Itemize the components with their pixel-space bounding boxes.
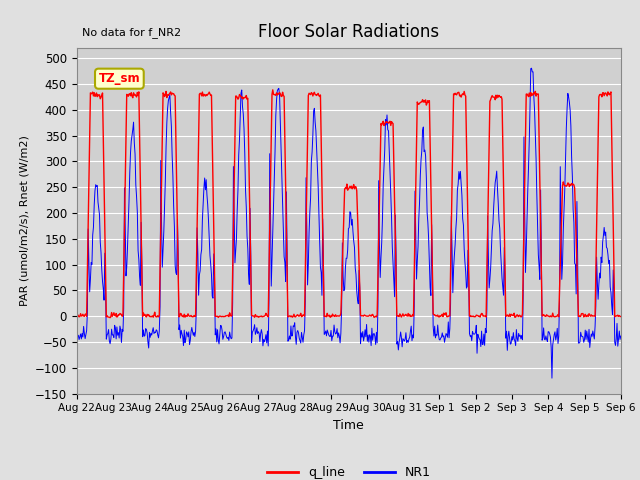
q_line (73, 313, 81, 319)
NR1 (415, 216, 422, 221)
Text: TZ_sm: TZ_sm (99, 72, 140, 85)
Legend: q_line, NR1: q_line, NR1 (262, 461, 436, 480)
NR1 (528, 65, 536, 71)
q_line (617, 314, 625, 320)
X-axis label: Time: Time (333, 419, 364, 432)
q_line (433, 312, 440, 318)
q_line (195, 136, 202, 142)
NR1 (548, 375, 556, 381)
q_line (140, 310, 147, 316)
Title: Floor Solar Radiations: Floor Solar Radiations (258, 23, 440, 41)
q_line (269, 87, 276, 93)
q_line (83, 313, 90, 319)
NR1 (194, 251, 202, 257)
NR1 (617, 333, 625, 339)
NR1 (431, 324, 438, 329)
NR1 (73, 334, 81, 339)
q_line (223, 313, 231, 319)
q_line (417, 100, 424, 106)
q_line (106, 315, 114, 321)
Line: q_line: q_line (77, 90, 621, 318)
NR1 (83, 328, 90, 334)
NR1 (139, 334, 147, 340)
Line: NR1: NR1 (77, 68, 621, 378)
Text: No data for f_NR2: No data for f_NR2 (82, 27, 181, 38)
NR1 (223, 334, 230, 340)
Y-axis label: PAR (umol/m2/s), Rnet (W/m2): PAR (umol/m2/s), Rnet (W/m2) (19, 135, 29, 306)
